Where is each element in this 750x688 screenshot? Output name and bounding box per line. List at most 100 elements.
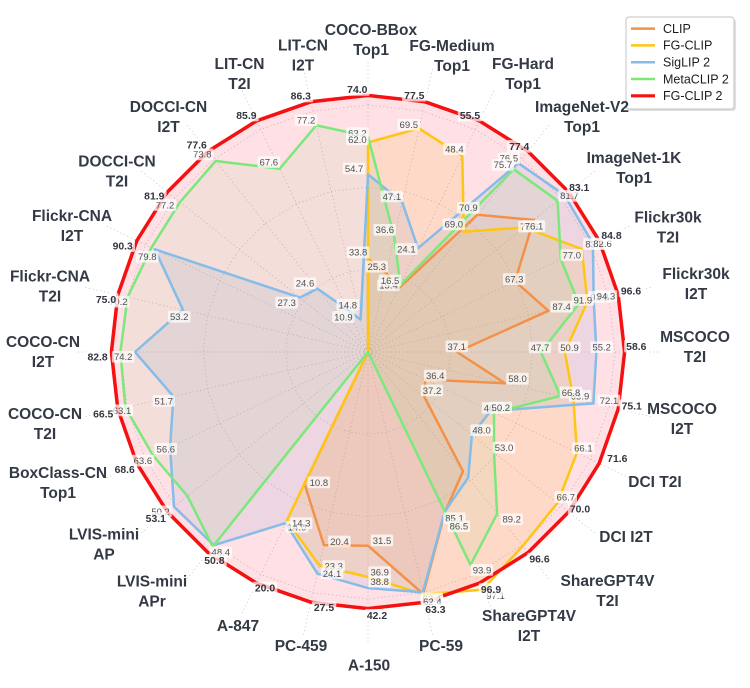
svg-text:T2I: T2I [596,593,618,610]
svg-text:87.4: 87.4 [552,302,571,313]
svg-text:77.2: 77.2 [297,116,316,127]
svg-text:Top1: Top1 [616,170,652,187]
svg-text:37.1: 37.1 [448,342,467,353]
svg-text:47.1: 47.1 [383,192,402,203]
svg-text:76.1: 76.1 [525,221,544,232]
svg-text:93.9: 93.9 [473,565,492,576]
svg-text:AP: AP [93,547,115,564]
svg-text:Top1: Top1 [505,76,541,93]
svg-text:25.3: 25.3 [368,262,387,273]
svg-text:Flickr-CNA: Flickr-CNA [32,208,112,225]
svg-text:33.8: 33.8 [349,248,368,259]
svg-text:PC-59: PC-59 [419,638,463,655]
svg-text:63.1: 63.1 [113,406,132,417]
svg-text:I2T: I2T [518,628,541,645]
svg-text:24.1: 24.1 [323,569,342,580]
svg-text:27.5: 27.5 [314,603,334,614]
svg-text:77.2: 77.2 [156,200,175,211]
svg-text:LVIS-mini: LVIS-mini [69,527,139,544]
svg-text:COCO-BBox: COCO-BBox [325,22,418,39]
svg-text:24.1: 24.1 [397,245,416,256]
svg-text:96.6: 96.6 [529,555,549,566]
svg-text:50.8: 50.8 [204,556,224,567]
svg-text:APr: APr [138,594,166,611]
svg-text:83.1: 83.1 [569,183,589,194]
svg-text:53.1: 53.1 [146,514,166,525]
svg-text:62.4: 62.4 [423,597,442,608]
svg-text:55.5: 55.5 [460,111,480,122]
svg-text:81.7: 81.7 [560,191,579,202]
svg-text:MSCOCO: MSCOCO [660,329,730,346]
svg-text:T2I: T2I [684,349,706,366]
svg-text:55.2: 55.2 [592,343,611,354]
svg-text:I2T: I2T [61,228,84,245]
svg-text:82.8: 82.8 [87,353,107,364]
svg-text:Top1: Top1 [434,58,470,75]
svg-text:FG-Hard: FG-Hard [492,56,554,73]
svg-text:LVIS-mini: LVIS-mini [117,574,187,591]
svg-text:62.0: 62.0 [348,135,367,146]
svg-text:38.8: 38.8 [370,577,389,588]
svg-text:90.3: 90.3 [113,241,133,252]
svg-text:86.3: 86.3 [291,92,311,103]
svg-text:FG-CLIP: FG-CLIP [663,39,712,53]
svg-text:A-150: A-150 [348,658,390,675]
svg-text:DCI I2T: DCI I2T [599,529,653,546]
svg-text:77.5: 77.5 [404,91,424,102]
svg-text:58.0: 58.0 [508,374,527,385]
svg-text:ShareGPT4V: ShareGPT4V [561,573,656,590]
svg-text:66.1: 66.1 [574,444,593,455]
svg-text:SigLIP 2: SigLIP 2 [663,56,710,70]
svg-text:82.6: 82.6 [593,239,612,250]
svg-text:47.7: 47.7 [531,343,550,354]
svg-text:58.6: 58.6 [626,342,646,353]
svg-text:COCO-CN: COCO-CN [6,334,80,351]
svg-text:36.6: 36.6 [376,225,395,236]
svg-text:Flickr-CNA: Flickr-CNA [10,269,90,286]
svg-text:74.0: 74.0 [347,85,367,96]
svg-text:42.2: 42.2 [367,611,387,622]
svg-text:48.0: 48.0 [472,426,491,437]
svg-text:68.6: 68.6 [115,465,135,476]
svg-text:DCI T2I: DCI T2I [628,474,681,491]
svg-text:T2I: T2I [34,426,56,443]
svg-text:Flickr30k: Flickr30k [634,210,702,227]
svg-text:PC-459: PC-459 [275,638,328,655]
svg-text:T2I: T2I [39,289,61,306]
svg-text:LIT-CN: LIT-CN [215,56,265,73]
svg-text:T2I: T2I [228,76,250,93]
svg-text:75.1: 75.1 [622,402,642,413]
svg-text:77.0: 77.0 [563,250,582,261]
svg-text:BoxClass-CN: BoxClass-CN [9,465,107,482]
svg-text:Top1: Top1 [40,485,76,502]
svg-text:48.4: 48.4 [212,548,231,559]
svg-text:COCO-CN: COCO-CN [8,406,82,423]
svg-text:LIT-CN: LIT-CN [278,38,328,55]
svg-text:75.7: 75.7 [494,160,513,171]
svg-text:77.4: 77.4 [509,142,529,153]
svg-text:48.4: 48.4 [445,145,464,156]
svg-text:16.5: 16.5 [381,276,400,287]
svg-text:67.3: 67.3 [505,275,524,286]
svg-text:56.6: 56.6 [157,444,176,455]
svg-text:66.5: 66.5 [93,410,113,421]
svg-text:66.7: 66.7 [557,493,576,504]
svg-text:I2T: I2T [671,421,694,438]
svg-text:96.9: 96.9 [481,585,501,596]
svg-text:81.9: 81.9 [144,192,164,203]
svg-text:I2T: I2T [32,354,55,371]
svg-text:ShareGPT4V: ShareGPT4V [482,608,577,625]
svg-text:53.0: 53.0 [495,443,514,454]
svg-text:ImageNet-1K: ImageNet-1K [587,150,683,167]
svg-text:70.9: 70.9 [459,203,478,214]
svg-text:36.9: 36.9 [370,568,389,579]
svg-text:ImageNet-V2: ImageNet-V2 [535,99,629,116]
svg-text:Top1: Top1 [564,119,600,136]
svg-text:23.3: 23.3 [324,562,343,573]
svg-text:10.9: 10.9 [334,312,353,323]
svg-text:36.4: 36.4 [426,371,445,382]
svg-text:75.0: 75.0 [96,295,116,306]
svg-text:37.2: 37.2 [423,386,442,397]
svg-text:66.8: 66.8 [562,388,581,399]
svg-text:CLIP: CLIP [663,22,691,36]
